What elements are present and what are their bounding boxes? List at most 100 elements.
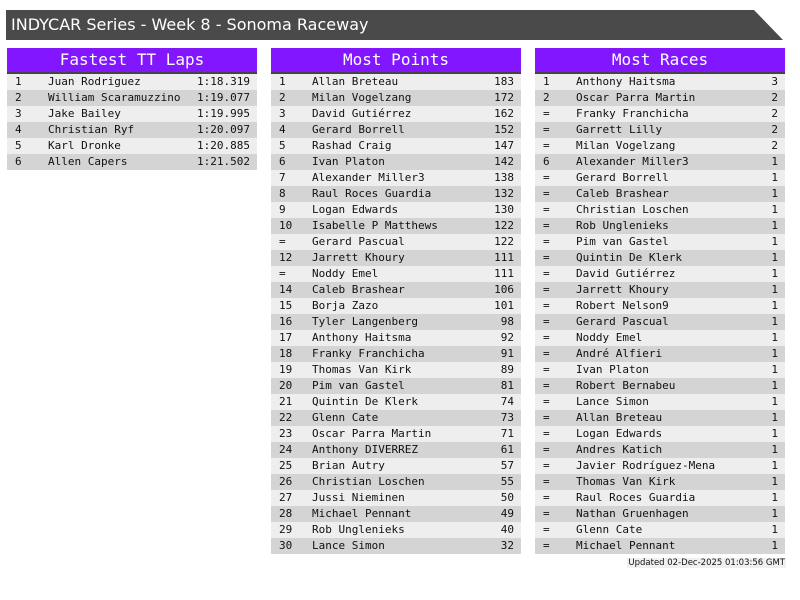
table-row: = Thomas Van Kirk 1 — [535, 474, 785, 490]
driver-name: Milan Vogelzang — [576, 139, 676, 152]
table-row: 17 Anthony Haitsma 92 — [271, 330, 521, 346]
rank: 9 — [279, 203, 286, 216]
rank: 20 — [279, 379, 293, 392]
rank: 19 — [279, 363, 293, 376]
table-row: 6 Ivan Platon 142 — [271, 154, 521, 170]
value: 1 — [771, 507, 778, 520]
value: 1 — [771, 395, 778, 408]
rank: = — [279, 267, 286, 280]
driver-name: Oscar Parra Martin — [312, 427, 432, 440]
table-row: 6 Alexander Miller3 1 — [535, 154, 785, 170]
table-row: = Raul Roces Guardia 1 — [535, 490, 785, 506]
value: 142 — [494, 155, 514, 168]
driver-name: Logan Edwards — [312, 203, 399, 216]
rank: 4 — [15, 123, 22, 136]
rank: = — [543, 171, 550, 184]
driver-name: Caleb Brashear — [312, 283, 405, 296]
rank: 3 — [279, 107, 286, 120]
driver-name: Noddy Emel — [576, 331, 643, 344]
table-row: 28 Michael Pennant 49 — [271, 506, 521, 522]
value: 1 — [771, 267, 778, 280]
table-header: Most Points — [271, 48, 521, 74]
driver-name: Thomas Van Kirk — [576, 475, 676, 488]
rank: = — [543, 523, 550, 536]
driver-name: Thomas Van Kirk — [312, 363, 412, 376]
driver-name: Allan Breteau — [576, 411, 663, 424]
table-row: 20 Pim van Gastel 81 — [271, 378, 521, 394]
rank: = — [543, 299, 550, 312]
rank: 6 — [543, 155, 550, 168]
table-row: 24 Anthony DIVERREZ 61 — [271, 442, 521, 458]
rank: 24 — [279, 443, 293, 456]
value: 132 — [494, 187, 514, 200]
rank: 14 — [279, 283, 293, 296]
rank: = — [543, 395, 550, 408]
table-row: 19 Thomas Van Kirk 89 — [271, 362, 521, 378]
table-row: 18 Franky Franchicha 91 — [271, 346, 521, 362]
value: 1 — [771, 539, 778, 552]
rank: 22 — [279, 411, 293, 424]
table-row: 16 Tyler Langenberg 98 — [271, 314, 521, 330]
table-row: = Nathan Gruenhagen 1 — [535, 506, 785, 522]
driver-name: Michael Pennant — [576, 539, 676, 552]
table-row: = Gerard Pascual 1 — [535, 314, 785, 330]
value: 1 — [771, 379, 778, 392]
value: 1 — [771, 171, 778, 184]
driver-name: Quintin De Klerk — [576, 251, 682, 264]
table-row: 23 Oscar Parra Martin 71 — [271, 426, 521, 442]
driver-name: Ivan Platon — [576, 363, 649, 376]
value: 152 — [494, 123, 514, 136]
table-row: 7 Alexander Miller3 138 — [271, 170, 521, 186]
table-header: Fastest TT Laps — [7, 48, 257, 74]
table-row: = Lance Simon 1 — [535, 394, 785, 410]
rank: = — [543, 427, 550, 440]
driver-name: André Alfieri — [576, 347, 663, 360]
table-row: = Logan Edwards 1 — [535, 426, 785, 442]
rank: 26 — [279, 475, 293, 488]
table-row: 26 Christian Loschen 55 — [271, 474, 521, 490]
value: 1:20.885 — [197, 139, 250, 152]
table-row: = Milan Vogelzang 2 — [535, 138, 785, 154]
table-row: 30 Lance Simon 32 — [271, 538, 521, 554]
value: 147 — [494, 139, 514, 152]
rank: 8 — [279, 187, 286, 200]
driver-name: Glenn Cate — [576, 523, 643, 536]
table-row: 8 Raul Roces Guardia 132 — [271, 186, 521, 202]
value: 89 — [500, 363, 514, 376]
value: 61 — [500, 443, 514, 456]
value: 101 — [494, 299, 514, 312]
driver-name: Alexander Miller3 — [312, 171, 425, 184]
rank: 21 — [279, 395, 293, 408]
rank: = — [543, 507, 550, 520]
table-row: = Glenn Cate 1 — [535, 522, 785, 538]
rank: 2 — [15, 91, 22, 104]
driver-name: Franky Franchicha — [312, 347, 425, 360]
table-row: = Pim van Gastel 1 — [535, 234, 785, 250]
value: 2 — [771, 123, 778, 136]
value: 172 — [494, 91, 514, 104]
rank: 30 — [279, 539, 293, 552]
table-row: 2 William Scaramuzzino 1:19.077 — [7, 90, 257, 106]
rank: = — [279, 235, 286, 248]
table-row: = Jarrett Khoury 1 — [535, 282, 785, 298]
value: 1:21.502 — [197, 155, 250, 168]
driver-name: Lance Simon — [312, 539, 385, 552]
driver-name: Caleb Brashear — [576, 187, 669, 200]
rank: 17 — [279, 331, 293, 344]
value: 1:19.077 — [197, 91, 250, 104]
rank: = — [543, 539, 550, 552]
most-points-table: Most Points 1 Allan Breteau 183 2 Milan Voge… — [271, 48, 521, 554]
value: 3 — [771, 75, 778, 88]
driver-name: Rob Unglenieks — [312, 523, 405, 536]
table-row: 1 Allan Breteau 183 — [271, 74, 521, 90]
table-row: 2 Oscar Parra Martin 2 — [535, 90, 785, 106]
value: 1:19.995 — [197, 107, 250, 120]
table-row: 3 David Gutiérrez 162 — [271, 106, 521, 122]
value: 81 — [500, 379, 514, 392]
driver-name: Christian Loschen — [576, 203, 689, 216]
value: 1 — [771, 235, 778, 248]
table-row: = Robert Nelson9 1 — [535, 298, 785, 314]
table-row: = Gerard Pascual 122 — [271, 234, 521, 250]
rank: = — [543, 411, 550, 424]
table-row: = Franky Franchicha 2 — [535, 106, 785, 122]
